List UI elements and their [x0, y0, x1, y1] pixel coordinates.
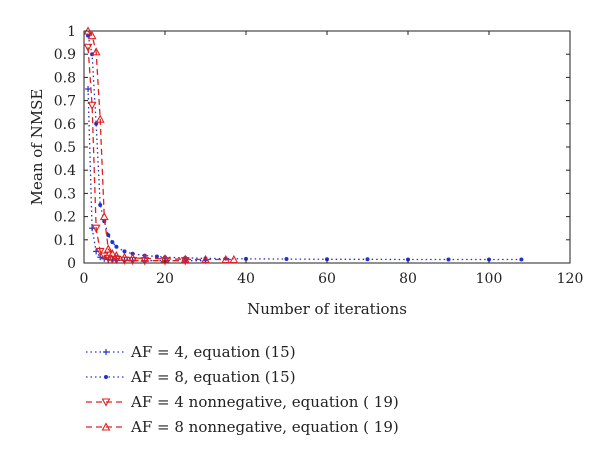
series-4-point: [87, 30, 97, 40]
x-tick-label: 0: [80, 271, 89, 287]
x-axis-title: Number of iterations: [247, 300, 407, 318]
legend-entry-4: AF = 8 nonnegative, equation ( 19): [86, 418, 399, 436]
series-3-point: [95, 247, 105, 257]
series-2-point: [122, 249, 127, 254]
plot-area: [83, 26, 571, 266]
series-4-point: [95, 114, 105, 123]
x-tick-label: 120: [557, 271, 584, 287]
series-4-point: [140, 253, 150, 262]
series-2-point: [106, 233, 111, 238]
series-4-point: [229, 254, 239, 264]
x-tick-label: 100: [476, 271, 503, 287]
y-tick-label: 0.9: [54, 47, 76, 63]
y-tick-label: 0.2: [54, 210, 76, 226]
legend-entry-1: AF = 4, equation (15): [86, 343, 296, 361]
series-4-point: [201, 254, 210, 264]
x-tick-label: 40: [237, 271, 255, 287]
series-1: [85, 86, 209, 264]
series-2-point: [98, 203, 103, 207]
series-4-point: [221, 254, 231, 264]
y-tick-label: 0.4: [54, 163, 76, 179]
y-tick-label: 0.5: [54, 140, 76, 156]
series-4-point: [180, 254, 190, 263]
series-2-point: [284, 257, 289, 262]
series-4-point: [128, 253, 138, 262]
y-axis-title: Mean of NMSE: [28, 89, 46, 206]
series-4-point: [103, 244, 113, 253]
series-4-point: [111, 250, 121, 260]
series-3-line: [87, 47, 186, 262]
x-axis: 0 20 40 60 80 100 120: [80, 31, 584, 287]
legend-entry-3: AF = 4 nonnegative, equation ( 19): [86, 393, 399, 411]
y-tick-label: 0.1: [54, 233, 76, 249]
y-axis: 0 0.1 0.2 0.3 0.4 0.5 0.6 0.7 0.8 0.9 1: [54, 24, 570, 272]
series-4-point: [120, 252, 129, 261]
y-tick-label: 0.3: [54, 186, 76, 202]
series-1-line: [87, 88, 206, 262]
y-tick-label: 0.8: [54, 70, 76, 86]
series-2-point: [110, 240, 115, 245]
series-1-point: [85, 86, 92, 92]
series-2-point: [244, 256, 248, 261]
series-3-point: [87, 101, 97, 110]
legend: AF = 4, equation (15) AF = 8, equation (1…: [86, 343, 399, 436]
series-2-point: [94, 121, 99, 126]
legend-label: AF = 8 nonnegative, equation ( 19): [130, 418, 399, 436]
x-tick-label: 20: [156, 271, 174, 287]
legend-marker: [103, 349, 109, 355]
series-4: [83, 26, 239, 264]
series-4-point: [99, 211, 109, 221]
legend-label: AF = 4, equation (15): [130, 343, 296, 361]
y-tick-label: 1: [67, 24, 76, 40]
legend-label: AF = 4 nonnegative, equation ( 19): [130, 393, 399, 411]
legend-marker: [104, 375, 108, 379]
legend-label: AF = 8, equation (15): [130, 368, 296, 386]
series-3-point: [99, 252, 109, 261]
series-4-point: [107, 249, 117, 258]
x-tick-label: 60: [318, 271, 336, 287]
series-2-point: [519, 257, 524, 262]
series-2-point: [446, 257, 451, 262]
legend-marker: [101, 398, 111, 407]
series-2: [86, 33, 524, 262]
series-2-point: [114, 244, 119, 249]
legend-entry-2: AF = 8, equation (15): [86, 368, 296, 386]
plot-frame: [83, 30, 571, 264]
y-tick-label: 0: [67, 256, 76, 272]
legend-marker: [101, 422, 111, 431]
y-tick-label: 0.7: [54, 94, 76, 110]
series-2-point: [365, 257, 370, 262]
series-3-point: [160, 257, 170, 266]
series-4-point: [91, 47, 101, 56]
series-3-point: [91, 224, 101, 233]
y-tick-label: 0.6: [54, 117, 76, 133]
series-2-point: [86, 33, 91, 38]
series-3: [83, 43, 190, 266]
series-4-line: [87, 30, 234, 261]
x-tick-label: 80: [399, 271, 417, 287]
series-2-line: [87, 35, 522, 261]
series-3-point: [180, 257, 190, 266]
series-2-point: [154, 254, 159, 259]
series-3-point: [83, 43, 93, 52]
